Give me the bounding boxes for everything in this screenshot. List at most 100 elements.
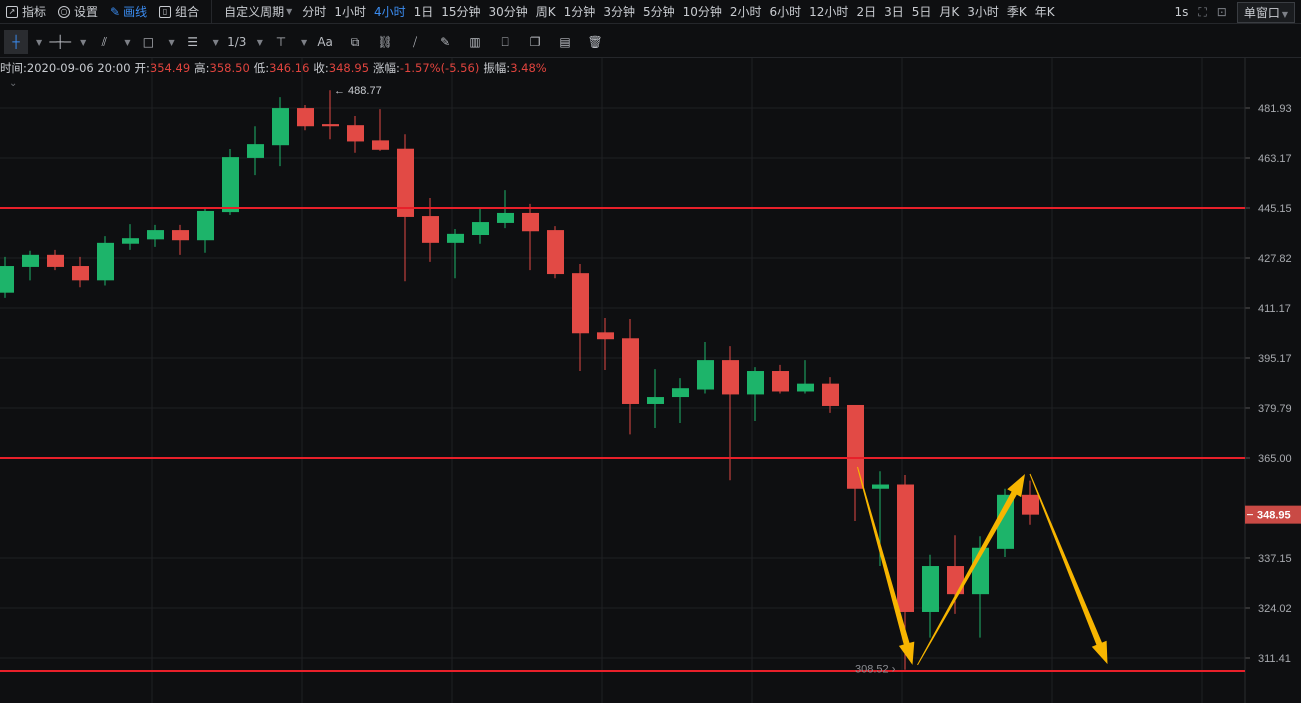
period-tab[interactable]: 月K bbox=[939, 5, 960, 19]
template-icon: ▤ bbox=[559, 35, 571, 49]
fullscreen-icon[interactable]: ⛶ bbox=[1198, 4, 1207, 19]
candle-down bbox=[1022, 494, 1039, 515]
ruler-tool[interactable]: ⧸ bbox=[403, 30, 427, 54]
period-tab[interactable]: 3分钟 bbox=[603, 5, 635, 19]
parallel-lines-tool[interactable]: ☰ bbox=[181, 30, 205, 54]
candle-up bbox=[272, 108, 289, 146]
chevron-down-icon[interactable]: ▼ bbox=[256, 37, 263, 47]
y-tick-label: 445.15 bbox=[1258, 203, 1292, 215]
period-tab[interactable]: 分时 bbox=[302, 5, 327, 19]
change-value: -1.57%(-5.56) bbox=[399, 61, 480, 75]
y-tick-label: 427.82 bbox=[1258, 253, 1292, 265]
ohlc-info-bar: 时间:2020-09-06 20:00 开:354.49 高:358.50 低:… bbox=[0, 60, 547, 76]
period-tab[interactable]: 1分钟 bbox=[563, 5, 596, 19]
period-tab[interactable]: 15分钟 bbox=[441, 5, 481, 19]
period-tab[interactable]: 4小时 bbox=[373, 5, 406, 19]
trash-tool[interactable]: 🗑 bbox=[583, 30, 607, 54]
period-tab[interactable]: 30分钟 bbox=[488, 5, 528, 19]
trend-arrow bbox=[917, 473, 1025, 666]
combine-button[interactable]: ▯ 组合 bbox=[153, 3, 205, 20]
link-tool[interactable]: ⛓ bbox=[373, 30, 397, 54]
candle-up bbox=[497, 212, 514, 223]
chevron-down-icon[interactable]: ▼ bbox=[168, 37, 175, 47]
y-tick-label: 311.41 bbox=[1258, 653, 1291, 665]
template-tool[interactable]: ▤ bbox=[553, 30, 577, 54]
settings-button[interactable]: ○ 设置 bbox=[52, 3, 104, 20]
rectangle-tool[interactable]: □ bbox=[136, 30, 160, 54]
chevron-down-icon[interactable]: ▼ bbox=[80, 37, 87, 47]
period-tab[interactable]: 2日 bbox=[856, 5, 877, 19]
candle-up bbox=[147, 230, 164, 240]
candle-up bbox=[122, 238, 139, 244]
period-tab[interactable]: 10分钟 bbox=[682, 5, 722, 19]
measure-icon: ⊤ bbox=[275, 35, 287, 49]
candle-down bbox=[522, 212, 539, 232]
close-label: 收: bbox=[313, 61, 329, 75]
candle-up bbox=[997, 494, 1014, 549]
chevron-down-icon[interactable]: ▼ bbox=[36, 37, 43, 47]
candle-up bbox=[197, 210, 214, 241]
window-mode-dropdown[interactable]: 单窗口 ▼ bbox=[1236, 1, 1295, 23]
open-value: 354.49 bbox=[149, 61, 191, 75]
pencil-tool[interactable]: ✎ bbox=[433, 30, 457, 54]
period-tab[interactable]: 12小时 bbox=[809, 5, 849, 19]
period-tab[interactable]: 5分钟 bbox=[642, 5, 675, 19]
candle-down bbox=[172, 230, 189, 241]
candle-up bbox=[922, 566, 939, 612]
crosshair-tool[interactable]: ┼ bbox=[4, 30, 28, 54]
collapse-chevron-icon[interactable]: ⌄ bbox=[9, 78, 18, 89]
magnet-icon: ⧉ bbox=[350, 34, 360, 49]
measure-tool[interactable]: ⊤ bbox=[269, 30, 293, 54]
period-tab[interactable]: 年K bbox=[1034, 5, 1055, 19]
chevron-down-icon[interactable]: ▼ bbox=[212, 37, 219, 47]
last-price-label: 348.95 bbox=[1257, 510, 1291, 522]
candle-up bbox=[247, 144, 264, 158]
period-tab[interactable]: 1日 bbox=[413, 5, 434, 19]
lock-tool[interactable]: ⎕ bbox=[493, 30, 517, 54]
candle-down bbox=[597, 332, 614, 340]
period-tab[interactable]: 周K bbox=[535, 5, 556, 19]
candle-down bbox=[847, 404, 864, 489]
chevron-down-icon: ▼ bbox=[286, 7, 293, 16]
magnet-tool[interactable]: ⧉ bbox=[343, 30, 367, 54]
candles-tool[interactable]: ▥ bbox=[463, 30, 487, 54]
last-price-badge bbox=[1245, 505, 1301, 524]
top-toolbar: ↗ 指标 ○ 设置 ✎ 画线 ▯ 组合 自定义周期 ▼ 分时 1小时 4小时 1日 15分钟 30分… bbox=[0, 0, 1301, 24]
period-tab[interactable]: 5日 bbox=[911, 5, 932, 19]
candles-icon: ▥ bbox=[469, 35, 481, 49]
refresh-interval[interactable]: 1s bbox=[1174, 5, 1189, 19]
draw-button[interactable]: ✎ 画线 bbox=[104, 3, 153, 20]
chevron-down-icon[interactable]: ▼ bbox=[124, 37, 131, 47]
min-price-label: 308.52 › bbox=[855, 664, 896, 676]
fibonacci-tool[interactable]: 1/3 bbox=[225, 30, 249, 54]
amplitude-label: 振幅: bbox=[483, 61, 511, 75]
trend-line-tool[interactable]: ⫽ bbox=[92, 30, 116, 54]
candle-down bbox=[822, 383, 839, 406]
period-tab[interactable]: 3日 bbox=[884, 5, 904, 19]
period-tab[interactable]: 季K bbox=[1006, 5, 1027, 19]
indicators-label: 指标 bbox=[22, 5, 47, 19]
chart-icon: ↗ bbox=[6, 5, 18, 18]
y-tick-label: 411.17 bbox=[1258, 303, 1291, 315]
period-tabs: 分时 1小时 4小时 1日 15分钟 30分钟 周K 1分钟 3分钟 5分钟 10分钟 2小时 6小时 1… bbox=[298, 3, 1058, 20]
period-tab[interactable]: 6小时 bbox=[769, 5, 802, 19]
custom-period-dropdown[interactable]: 自定义周期 ▼ bbox=[218, 3, 298, 20]
new-window-icon[interactable]: ⊡ bbox=[1216, 5, 1227, 19]
candle-up bbox=[672, 388, 689, 398]
change-label: 涨幅: bbox=[373, 61, 400, 75]
period-tab[interactable]: 3小时 bbox=[967, 5, 999, 19]
text-tool[interactable]: Aa bbox=[313, 30, 337, 54]
chevron-down-icon[interactable]: ▼ bbox=[300, 37, 308, 47]
y-tick-label: 395.17 bbox=[1258, 353, 1292, 365]
y-tick-label: 324.02 bbox=[1258, 603, 1292, 615]
period-tab[interactable]: 2小时 bbox=[729, 5, 762, 19]
candle-up bbox=[747, 371, 764, 395]
period-tab[interactable]: 1小时 bbox=[334, 5, 366, 19]
indicators-button[interactable]: ↗ 指标 bbox=[0, 3, 52, 20]
horizontal-line-tool[interactable]: ─┼─ bbox=[48, 30, 72, 54]
copy-tool[interactable]: ❐ bbox=[523, 30, 547, 54]
link-icon: ⛓ bbox=[377, 35, 393, 49]
open-label: 开: bbox=[134, 61, 150, 75]
candlestick-chart[interactable]: 481.93 463.17 445.15 427.82 411.17 395.17 379.… bbox=[0, 58, 1301, 703]
gear-icon: ○ bbox=[58, 5, 71, 18]
